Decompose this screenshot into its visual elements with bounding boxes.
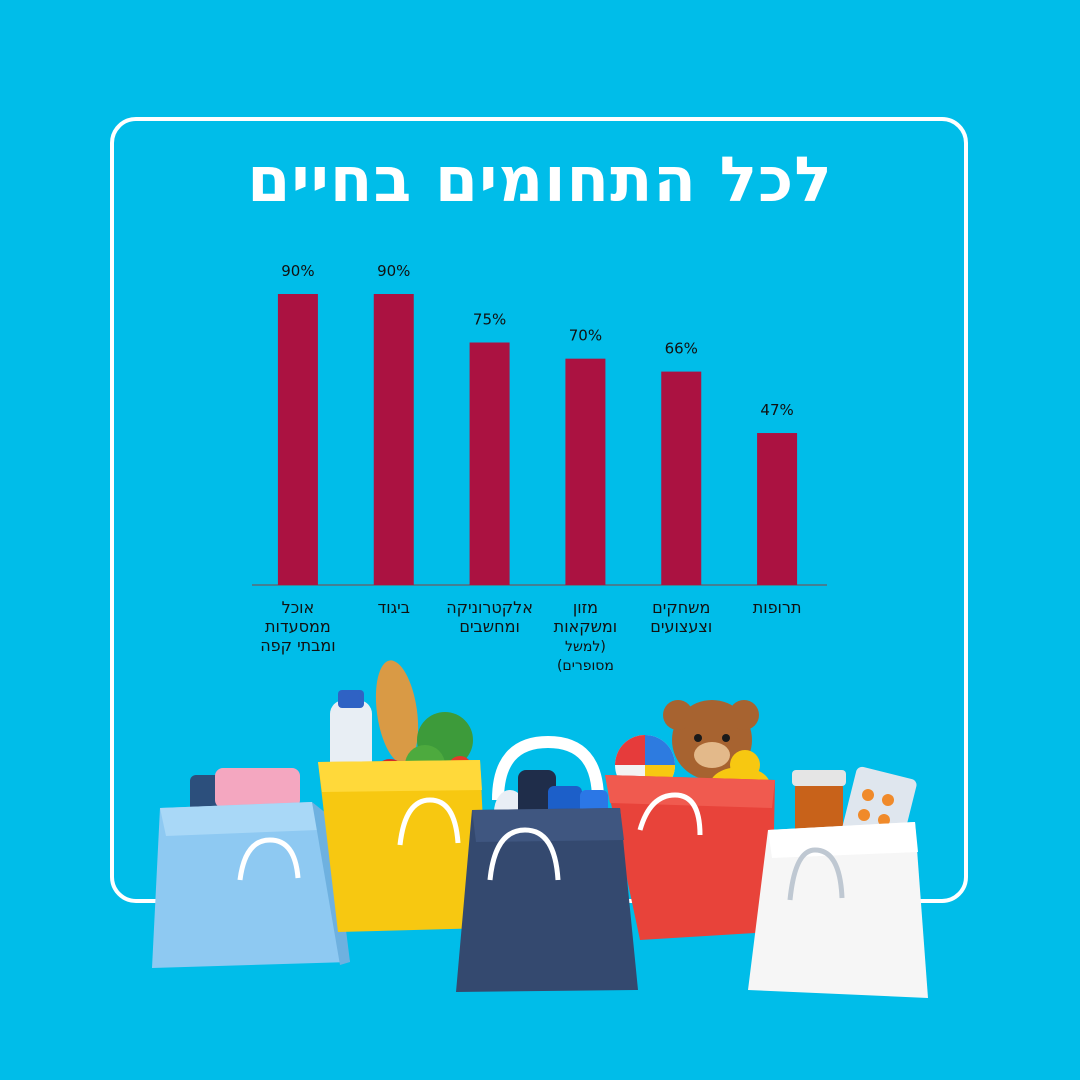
category-label-5-0: תרופות [753, 598, 802, 617]
category-label-0-0: אוכל [282, 598, 315, 617]
category-label-4-0: משחקים [652, 598, 710, 617]
category-label-2-1: ומחשבים [459, 617, 519, 636]
category-label-3-3: מסופרים) [557, 658, 614, 674]
value-label-0: 90% [281, 262, 314, 280]
category-label-3-1: ומשקאות [554, 617, 617, 636]
category-label-3-2: (למשל [565, 639, 606, 655]
category-label-0-2: ומבתי קפה [260, 636, 335, 655]
value-label-5: 47% [760, 401, 793, 419]
category-label-3-0: מזון [573, 598, 598, 617]
value-label-4: 66% [665, 340, 698, 358]
category-label-4-1: וצעצועים [650, 617, 712, 636]
value-label-3: 70% [569, 327, 602, 345]
page-title: לכל התחומים בחיים [247, 143, 833, 216]
category-label-2-0: אלקטרוניקה [446, 598, 533, 617]
bar-5 [757, 433, 798, 585]
bar-3 [565, 358, 606, 585]
bar-2 [469, 342, 510, 585]
category-label-0-1: ממסעדות [265, 617, 331, 636]
category-label-1-0: ביגוד [377, 598, 410, 617]
value-label-2: 75% [473, 311, 506, 329]
bar-1 [373, 294, 414, 585]
value-label-1: 90% [377, 262, 410, 280]
bar-0 [277, 294, 318, 585]
bar-4 [661, 371, 702, 585]
